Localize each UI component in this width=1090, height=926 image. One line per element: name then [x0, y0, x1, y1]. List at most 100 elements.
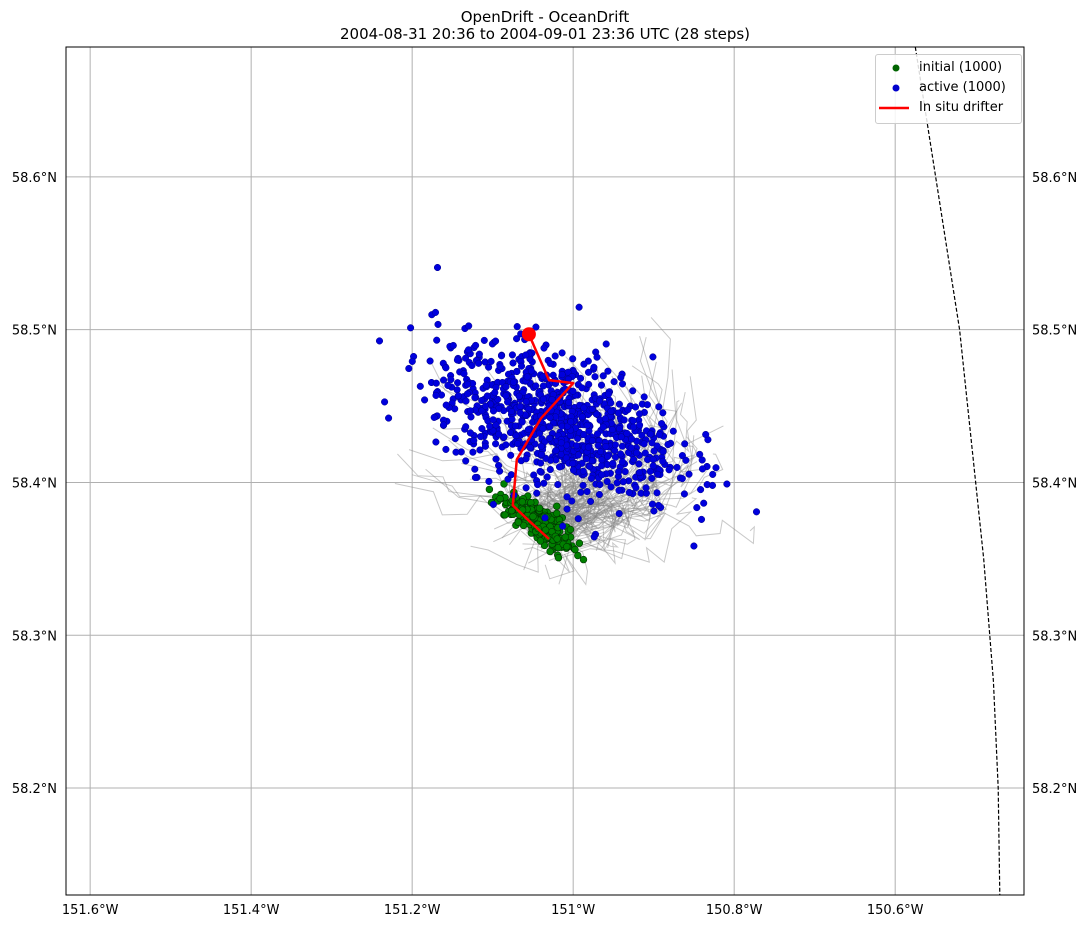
active-particle: [447, 376, 455, 384]
active-particle: [463, 390, 471, 398]
active-particle: [466, 407, 474, 415]
active-particle: [496, 467, 504, 475]
active-particle: [723, 480, 731, 488]
legend-label-active: active (1000): [919, 80, 1006, 95]
legend-item-initial: initial (1000): [876, 58, 1021, 78]
active-particle: [615, 468, 623, 476]
active-particle: [464, 380, 472, 388]
active-particle: [593, 430, 602, 438]
initial-particle: [546, 547, 554, 556]
initial-particle: [514, 518, 522, 526]
active-particle: [615, 510, 623, 518]
active-particle: [522, 398, 530, 406]
legend-label-drifter: In situ drifter: [919, 100, 1004, 115]
active-particle: [607, 483, 615, 491]
active-particle: [506, 428, 515, 437]
active-particle: [655, 501, 663, 510]
active-particle: [648, 439, 656, 447]
legend-dot-active: [892, 84, 900, 92]
active-particle: [594, 441, 602, 450]
active-particle: [523, 373, 531, 381]
initial-particle: [529, 512, 537, 521]
trajectory-line: [560, 436, 698, 520]
active-particle: [587, 497, 595, 505]
legend-item-drifter: In situ drifter: [876, 98, 1021, 118]
active-particle: [517, 362, 526, 370]
active-particle: [613, 479, 621, 487]
active-particle: [486, 422, 494, 430]
legend-item-active: active (1000): [876, 78, 1021, 98]
active-particle: [631, 403, 640, 411]
active-particle: [588, 405, 596, 413]
active-particle: [522, 484, 530, 492]
active-particle: [649, 455, 657, 464]
active-particle: [551, 352, 559, 360]
active-particle: [432, 391, 440, 399]
active-particle: [709, 470, 717, 478]
trajectory-line: [503, 505, 603, 562]
active-particle: [375, 337, 384, 345]
active-particle: [611, 447, 619, 455]
trajectory-line: [571, 391, 695, 547]
active-particle: [584, 443, 592, 451]
active-particle: [509, 378, 518, 386]
y-tick-label-right: 58.3°N: [1032, 629, 1077, 644]
active-particle: [614, 409, 622, 417]
x-tick-label: 151.4°W: [223, 903, 280, 918]
initial-particle: [579, 555, 588, 564]
active-particle: [475, 350, 483, 358]
active-particle: [532, 323, 540, 331]
active-particle: [620, 416, 628, 424]
active-particle: [405, 364, 413, 373]
initial-particle: [553, 509, 561, 518]
active-particle: [579, 467, 587, 475]
active-particle: [489, 416, 497, 424]
active-particle: [586, 462, 594, 470]
active-particle: [618, 458, 627, 466]
active-particle: [575, 303, 583, 311]
trajectory-line: [524, 543, 589, 586]
active-particle: [598, 471, 606, 479]
active-particle: [604, 390, 612, 398]
active-particle: [580, 430, 588, 439]
active-particle: [629, 417, 637, 425]
active-particle: [642, 484, 650, 492]
active-particle: [534, 481, 542, 489]
initial-particle: [553, 502, 561, 510]
active-particle: [696, 450, 704, 458]
active-particle: [454, 392, 462, 400]
active-particle: [673, 463, 681, 471]
active-particle: [540, 479, 548, 487]
active-particle: [509, 359, 517, 367]
active-particle: [518, 418, 526, 426]
active-particle: [623, 429, 631, 437]
active-particle: [569, 466, 578, 474]
active-particle: [502, 441, 510, 449]
active-particle: [514, 440, 522, 448]
active-particle: [381, 398, 389, 406]
trajectory-line: [546, 505, 755, 545]
y-tick-label-left: 58.2°N: [12, 782, 57, 797]
active-particle: [569, 387, 577, 395]
active-particle: [522, 351, 530, 359]
drifter-track: [511, 327, 575, 540]
active-particle: [646, 467, 654, 475]
active-particle: [569, 355, 577, 363]
y-tick-label-left: 58.6°N: [12, 171, 57, 186]
active-particle: [508, 351, 516, 359]
active-particle: [650, 507, 658, 515]
active-particle: [654, 470, 662, 478]
trajectory-line: [535, 449, 617, 522]
active-particle: [632, 484, 640, 492]
active-particle: [685, 470, 693, 478]
active-particle: [633, 449, 641, 457]
active-particle: [690, 542, 698, 550]
active-particle: [434, 320, 442, 328]
active-particle: [475, 359, 483, 367]
axes-frame: [65, 46, 1025, 896]
initial-particle: [571, 545, 579, 554]
active-particle: [563, 493, 571, 501]
active-particle: [617, 373, 625, 382]
active-particle: [513, 323, 521, 331]
active-particle: [470, 436, 478, 444]
